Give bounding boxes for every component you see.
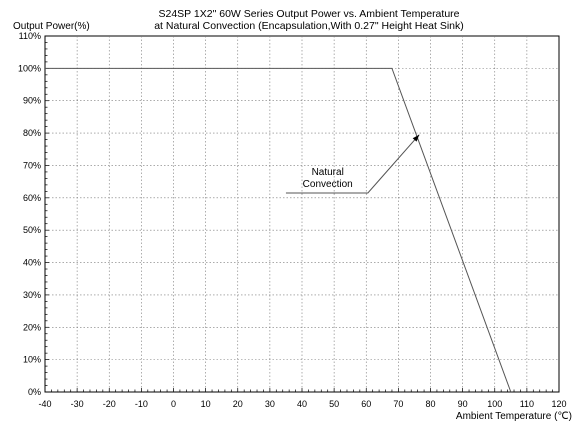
x-tick-label: 100 — [487, 399, 502, 409]
x-tick-label: -40 — [38, 399, 51, 409]
y-tick-label: 10% — [23, 355, 41, 365]
y-tick-label: 20% — [23, 322, 41, 332]
x-tick-label: 60 — [361, 399, 371, 409]
x-tick-label: 70 — [393, 399, 403, 409]
minor-ticks — [44, 35, 560, 393]
y-tick-label: 30% — [23, 290, 41, 300]
x-axis-title: Ambient Temperature (℃) — [456, 411, 572, 421]
x-tick-label: 90 — [458, 399, 468, 409]
x-tick-label: 20 — [233, 399, 243, 409]
y-tick-label: 40% — [23, 258, 41, 268]
y-tick-label: 60% — [23, 193, 41, 203]
x-tick-label: 10 — [201, 399, 211, 409]
x-tick-label: 0 — [171, 399, 176, 409]
x-tick-label: -10 — [135, 399, 148, 409]
y-tick-label: 50% — [23, 225, 41, 235]
x-tick-labels: -40 -30 -20 -10 0 10 20 30 40 50 60 70 80 90 100 110 120 — [38, 399, 566, 409]
grid-lines — [45, 36, 559, 392]
annotation-leader-line — [285, 134, 420, 194]
y-tick-label: 80% — [23, 128, 41, 138]
x-tick-label: 80 — [425, 399, 435, 409]
chart-subtitle: at Natural Convection (Encapsulation,Wit… — [154, 20, 464, 32]
x-tick-label: 120 — [551, 399, 566, 409]
annotation-label: Natural — [312, 167, 344, 178]
annotation-arrowhead — [412, 134, 420, 142]
x-tick-label: 30 — [265, 399, 275, 409]
y-tick-label: 110% — [19, 31, 41, 41]
y-tick-label: 0% — [28, 387, 41, 397]
y-tick-label: 100% — [18, 63, 41, 73]
x-tick-label: -30 — [71, 399, 84, 409]
y-tick-label: 90% — [23, 96, 41, 106]
series-layer — [45, 67, 512, 393]
x-tick-label: -20 — [103, 399, 116, 409]
chart-title: S24SP 1X2" 60W Series Output Power vs. A… — [159, 8, 460, 20]
x-tick-label: 40 — [297, 399, 307, 409]
annotation-label: Convection — [303, 179, 353, 190]
x-tick-label: 110 — [520, 399, 534, 409]
y-tick-labels: 0% 10% 20% 30% 40% 50% 60% 70% 80% 90% 100% 110% — [18, 31, 41, 397]
x-tick-label: 50 — [329, 399, 339, 409]
series-line — [45, 67, 512, 393]
y-axis-title: Output Power(%) — [13, 21, 90, 32]
y-tick-label: 70% — [23, 160, 41, 170]
